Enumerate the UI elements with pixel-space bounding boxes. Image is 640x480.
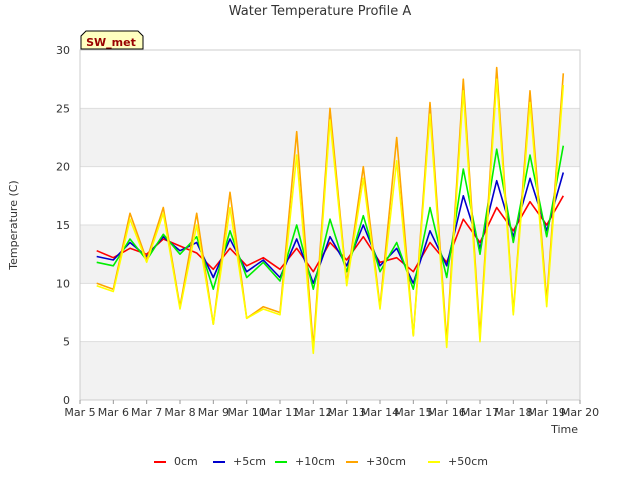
y-tick-label: 20 <box>56 161 70 174</box>
annotation-label: SW_met <box>86 36 136 49</box>
x-tick-label: Mar 5 <box>64 406 95 419</box>
series-lines <box>96 66 565 355</box>
y-tick-label: 25 <box>56 102 70 115</box>
legend-label: +50cm <box>448 455 488 468</box>
x-tick-label: Mar 10 <box>228 406 266 419</box>
x-tick-label: Mar 20 <box>561 406 599 419</box>
plot-background <box>79 49 581 401</box>
x-tick-label: Mar 7 <box>131 406 162 419</box>
plot-border <box>79 49 581 401</box>
y-tick-label: 0 <box>63 394 70 407</box>
x-tick-label: Mar 19 <box>528 406 566 419</box>
x-tick-label: Mar 11 <box>261 406 299 419</box>
annotation-tag: SW_met <box>80 30 144 50</box>
y-tick-label: 5 <box>63 336 70 349</box>
series-line-5cm <box>96 172 565 285</box>
y-axis: 0 5 10 15 20 25 30 <box>56 44 70 407</box>
x-axis-label: Time <box>550 423 578 436</box>
x-tick-label: Mar 9 <box>198 406 229 419</box>
y-tick-label: 30 <box>56 44 70 57</box>
x-tick-label: Mar 16 <box>428 406 466 419</box>
x-tick-label: Mar 8 <box>164 406 195 419</box>
x-tick-label: Mar 6 <box>98 406 129 419</box>
x-tick-label: Mar 15 <box>394 406 432 419</box>
legend: 0cm +5cm +10cm +30cm +50cm <box>154 455 488 468</box>
chart-title: Water Temperature Profile A <box>229 4 412 19</box>
x-tick-label: Mar 13 <box>328 406 366 419</box>
x-tick-label: Mar 18 <box>494 406 532 419</box>
series-line-0cm <box>96 195 564 273</box>
legend-label: 0cm <box>174 455 198 468</box>
x-tick-label: Mar 17 <box>461 406 499 419</box>
series-line-10cm <box>96 145 565 291</box>
legend-label: +10cm <box>295 455 335 468</box>
y-axis-label: Temperature (C) <box>7 180 20 270</box>
x-tick-label: Mar 14 <box>361 406 399 419</box>
legend-label: +5cm <box>233 455 266 468</box>
annotation-box <box>80 30 144 50</box>
y-tick-label: 10 <box>56 277 70 290</box>
series-line-50cm <box>96 78 565 355</box>
x-tick-label: Mar 12 <box>294 406 332 419</box>
legend-label: +30cm <box>366 455 406 468</box>
y-tick-label: 15 <box>56 219 70 232</box>
grid-band <box>80 341 580 400</box>
